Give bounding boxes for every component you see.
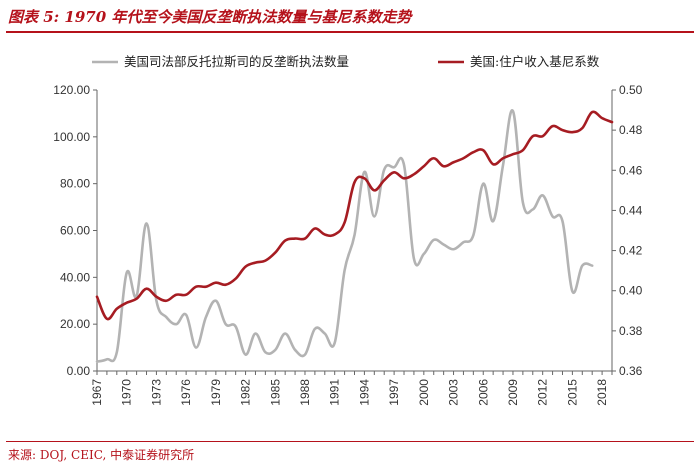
legend-label-enforcement: 美国司法部反托拉斯司的反垄断执法数量 (124, 54, 349, 69)
y-left-tick-label: 40.00 (60, 270, 90, 284)
title-rule (6, 31, 694, 33)
x-tick-label: 2009 (506, 379, 520, 406)
y-right-tick-label: 0.50 (619, 83, 643, 97)
y-right-tick-label: 0.40 (619, 284, 643, 298)
y-right-tick-label: 0.48 (619, 123, 643, 137)
y-right-tick-label: 0.38 (619, 324, 643, 338)
y-left-tick-label: 20.00 (60, 317, 90, 331)
chart-canvas: 美国司法部反托拉斯司的反垄断执法数量 美国:住户收入基尼系数 0.00 20.00… (53, 54, 642, 406)
x-tick-label: 1973 (149, 379, 163, 406)
x-tick-label: 1988 (298, 379, 312, 406)
x-tick-label: 1967 (90, 379, 104, 406)
y-left-tick-label: 100.00 (53, 130, 90, 144)
source-note: 来源: DOJ, CEIC, 中泰证券研究所 (8, 448, 195, 462)
y-left-tick-label: 80.00 (60, 177, 90, 191)
y-right-tick-label: 0.44 (619, 203, 643, 217)
series-layer (95, 109, 614, 363)
x-tick-label: 2015 (565, 379, 579, 406)
x-tick-label: 1994 (357, 379, 371, 406)
x-tick-label: 1991 (328, 379, 342, 406)
y-left-tick-label: 120.00 (53, 83, 90, 97)
x-tick-label: 2006 (476, 379, 490, 406)
x-tick-label: 1979 (209, 379, 223, 406)
y-right-tick-label: 0.42 (619, 244, 643, 258)
y-left-tick-label: 60.00 (60, 224, 90, 238)
footer-rule (6, 441, 694, 442)
x-tick-label: 2000 (417, 379, 431, 406)
axes: 0.00 20.00 40.00 60.00 80.00 100.00 120.00 0.36… (53, 83, 642, 406)
x-tick-label: 1976 (179, 379, 193, 406)
chart-title: 图表 5: 1970 年代至今美国反垄断执法数量与基尼系数走势 (8, 8, 412, 26)
series-line-enforcement (95, 109, 594, 363)
x-tick-label: 1970 (120, 379, 134, 406)
legend-label-gini: 美国:住户收入基尼系数 (470, 54, 600, 69)
x-tick-label: 1985 (268, 379, 282, 406)
y-left-tick-label: 0.00 (67, 364, 91, 378)
x-tick-label: 2003 (447, 379, 461, 406)
x-tick-label: 2018 (595, 379, 609, 406)
y-right-tick-label: 0.46 (619, 163, 643, 177)
y-right-tick-label: 0.36 (619, 364, 643, 378)
x-tick-label: 1997 (387, 379, 401, 406)
legend: 美国司法部反托拉斯司的反垄断执法数量 美国:住户收入基尼系数 (92, 54, 600, 69)
x-tick-label: 1982 (239, 379, 253, 406)
x-tick-label: 2012 (536, 379, 550, 406)
series-line-gini (95, 110, 614, 321)
